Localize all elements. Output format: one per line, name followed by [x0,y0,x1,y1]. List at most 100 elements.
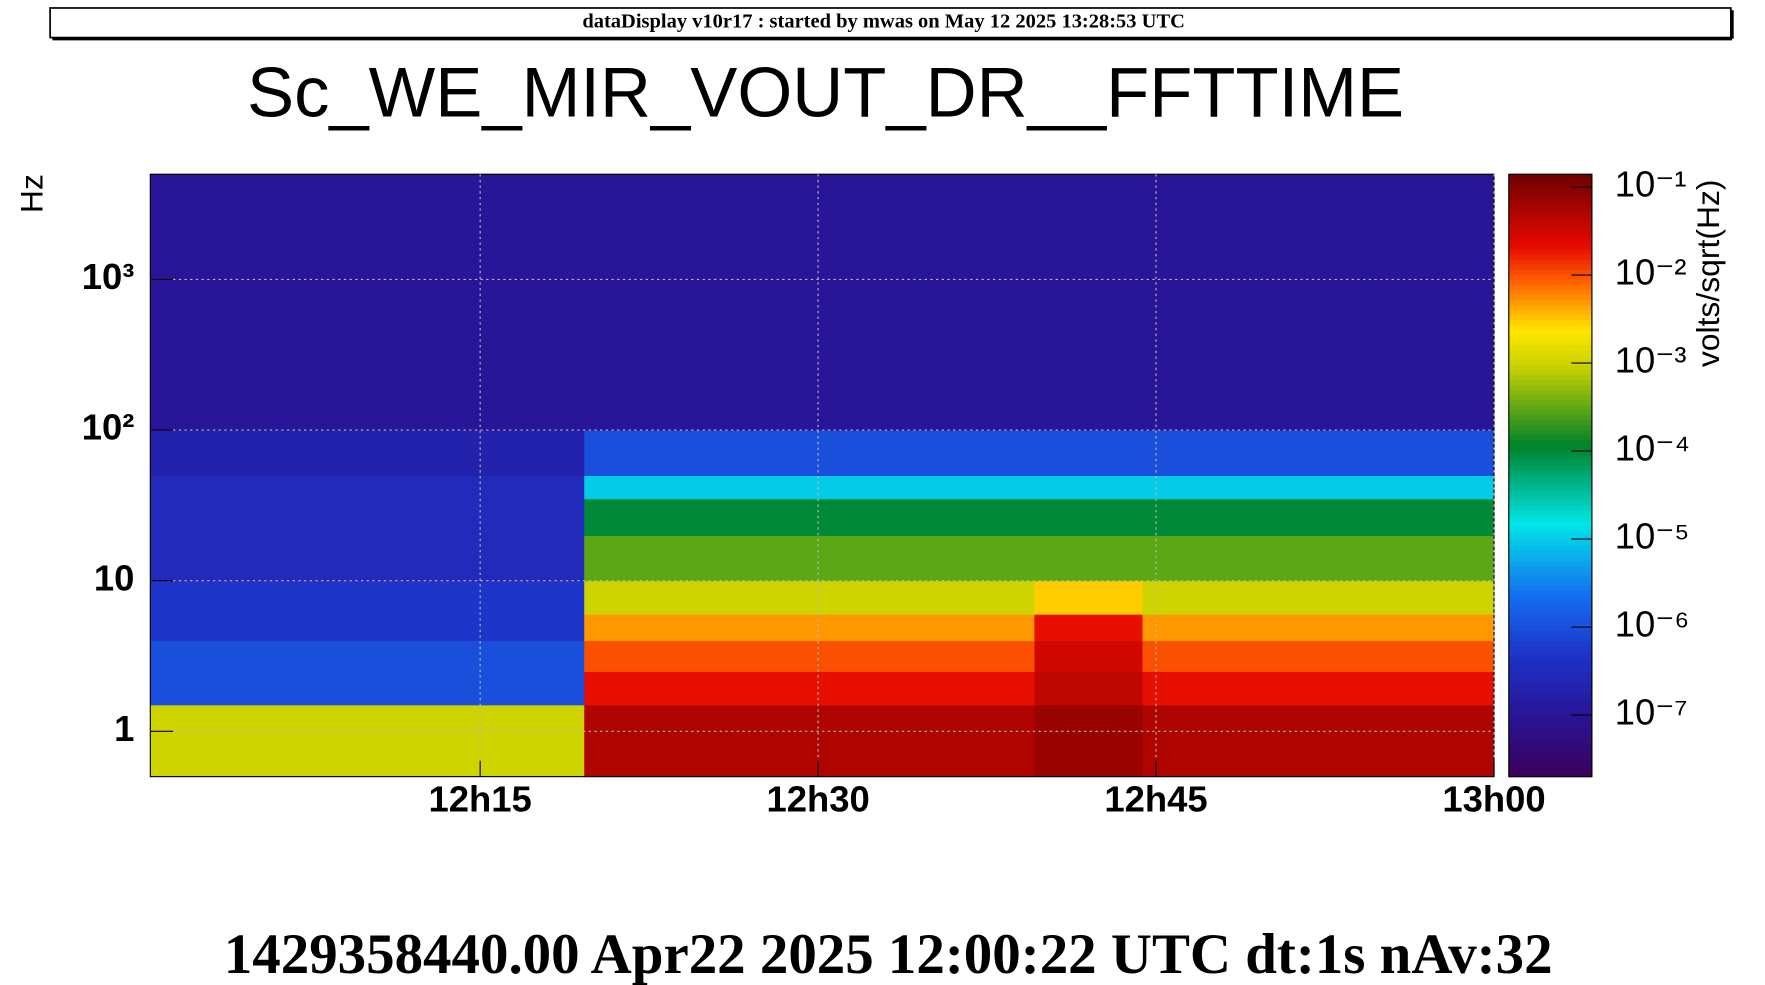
y-tick-label: 10³ [82,256,135,297]
x-tick-label: 12h30 [766,778,869,819]
colorbar-step [1508,309,1592,316]
colorbar-tick-label: 10⁻¹ [1615,164,1687,205]
heatmap-cell [1034,430,1144,476]
colorbar-step [1508,304,1592,311]
colorbar-step [1508,535,1592,542]
heatmap-cell [584,580,1035,615]
heatmap-cell [150,580,585,615]
heatmap-cell [1142,498,1495,536]
colorbar-step [1508,500,1592,507]
colorbar-step [1508,646,1592,652]
colorbar-tick-label: 10⁻⁷ [1615,692,1688,733]
colorbar-step [1508,209,1592,216]
colorbar-step [1508,179,1592,185]
colorbar-step [1508,289,1592,296]
colorbar-step [1508,410,1592,416]
colorbar-step [1508,274,1592,281]
heatmap-cell [1142,640,1495,672]
colorbar-step [1508,721,1592,728]
colorbar-step [1508,656,1592,662]
colorbar-step [1508,445,1592,452]
colorbar-step [1508,696,1592,702]
colorbar-step [1508,329,1592,336]
heatmap-cell [150,430,585,476]
colorbar-step [1508,475,1592,482]
colorbar-step [1508,560,1592,567]
colorbar-step [1508,430,1592,436]
colorbar-step [1508,530,1592,537]
colorbar-step [1508,440,1592,446]
heatmap-cell [584,498,1035,536]
colorbar-step [1508,731,1592,738]
colorbar-step [1508,761,1592,768]
heatmap-cell [1142,174,1495,431]
heatmap-cell [150,475,585,500]
heatmap-cell [150,671,585,706]
colorbar-tick-label: 10⁻⁴ [1615,428,1690,469]
y-tick-label: 10² [82,407,135,448]
colorbar-step [1508,199,1592,206]
heatmap-cell [1142,704,1495,778]
colorbar-step [1508,766,1592,773]
colorbar-step [1508,495,1592,502]
colorbar-step [1508,505,1592,512]
colorbar-step [1508,485,1592,492]
colorbar-step [1508,626,1592,632]
colorbar-step [1508,334,1592,341]
colorbar-step [1508,249,1592,256]
header-text: dataDisplay v10r17 : started by mwas on … [582,10,1185,32]
colorbar-step [1508,540,1592,547]
colorbar-step [1508,415,1592,421]
colorbar-step [1508,420,1592,426]
colorbar-step [1508,620,1592,627]
colorbar-step [1508,671,1592,677]
heatmap-cell [1034,704,1144,778]
colorbar-step [1508,771,1592,778]
colorbar-step [1508,726,1592,733]
colorbar-step [1508,219,1592,226]
footer-text: 1429358440.00 Apr22 2025 12:00:22 UTC dt… [224,923,1553,985]
colorbar-step [1508,600,1592,607]
colorbar-tick-label: 10⁻² [1615,252,1687,293]
colorbar-step [1508,344,1592,351]
colorbar-step [1508,359,1592,366]
colorbar-step [1508,214,1592,221]
colorbar-step [1508,706,1592,713]
colorbar-step [1508,370,1592,376]
heatmap-cell [1034,671,1144,706]
colorbar-step [1508,661,1592,667]
heatmap-cell [584,704,1035,778]
heatmap-cell [1142,614,1495,642]
colorbar-step [1508,455,1592,462]
heatmap-cell [584,174,1035,431]
heatmap-cell [1034,614,1144,642]
colorbar-step [1508,264,1592,271]
colorbar-step [1508,676,1592,682]
colorbar-step [1508,736,1592,743]
heatmap-cell [584,640,1035,672]
colorbar-step [1508,349,1592,356]
colorbar-step [1508,239,1592,246]
y-axis-label: Hz [14,174,50,213]
colorbar-step [1508,194,1592,201]
heatmap-cell [150,174,585,431]
colorbar-step [1508,550,1592,557]
heatmap-cell [1034,498,1144,536]
colorbar-step [1508,425,1592,431]
colorbar-step [1508,174,1592,180]
heatmap-cell [150,498,585,536]
heatmap-cell [1142,671,1495,706]
colorbar-step [1508,375,1592,381]
colorbar-step [1508,229,1592,236]
colorbar-step [1508,450,1592,457]
colorbar-step [1508,284,1592,291]
chart-title: Sc_WE_MIR_VOUT_DR__FFTTIME [247,53,1404,132]
colorbar-step [1508,224,1592,231]
colorbar-step [1508,575,1592,582]
colorbar-frame [1508,173,1593,778]
colorbar-step [1508,324,1592,331]
colorbar-step [1508,746,1592,753]
heatmap-cell [1034,640,1144,672]
colorbar-step [1508,631,1592,637]
colorbar-step [1508,254,1592,261]
